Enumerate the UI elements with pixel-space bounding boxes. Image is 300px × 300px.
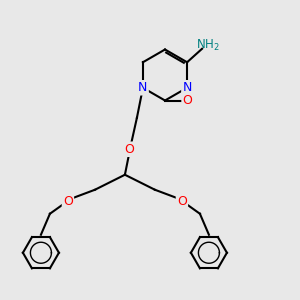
Text: O: O	[63, 195, 73, 208]
Text: O: O	[177, 195, 187, 208]
Text: N: N	[138, 81, 148, 94]
Text: O: O	[124, 143, 134, 156]
Text: NH$_2$: NH$_2$	[196, 38, 220, 53]
Text: N: N	[182, 81, 192, 94]
Text: O: O	[183, 94, 192, 107]
